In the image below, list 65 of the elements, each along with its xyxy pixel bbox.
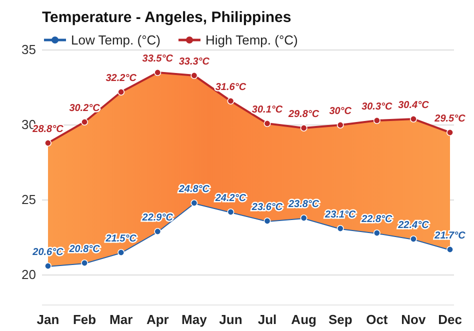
point	[373, 117, 380, 124]
data-label: 30.1°C	[252, 104, 284, 116]
point	[336, 122, 344, 128]
data-label: 30.2°C	[69, 103, 101, 114]
point	[118, 88, 125, 96]
x-tick-label: Feb	[72, 312, 96, 328]
y-tick-label: 35	[22, 42, 36, 58]
data-label: 31.6°C	[215, 82, 247, 93]
point	[154, 69, 162, 76]
data-label: 30.3°C	[362, 102, 394, 112]
y-tick-label: 25	[22, 192, 36, 208]
point	[373, 230, 380, 236]
x-tick-label: Jun	[219, 312, 242, 328]
data-label: 20.6°C	[32, 247, 64, 258]
point	[190, 72, 198, 79]
chart-title: Temperature - Angeles, Philippines	[42, 9, 292, 26]
data-label: 24.8°C	[178, 184, 210, 195]
point	[227, 98, 234, 104]
legend-label: Low Temp. (°C)	[71, 32, 160, 48]
y-tick-label: 20	[22, 267, 36, 282]
x-tick-label: Jul	[258, 312, 277, 328]
x-tick-label: Nov	[401, 312, 426, 328]
point	[264, 218, 271, 224]
point	[264, 120, 271, 127]
point	[118, 249, 125, 256]
data-label: 29.8°C	[287, 109, 320, 120]
data-label: 32.2°C	[106, 73, 138, 84]
x-tick-label: Aug	[291, 312, 317, 328]
x-tick-label: Apr	[146, 312, 169, 328]
data-label: 22.8°C	[360, 214, 394, 225]
point	[81, 260, 88, 266]
point	[410, 236, 417, 242]
data-label: 29.5°C	[434, 114, 466, 124]
point	[81, 118, 88, 126]
x-tick-label: Jan	[36, 312, 60, 328]
point	[227, 208, 234, 216]
x-tick-label: Sep	[328, 312, 352, 328]
point	[336, 225, 344, 232]
legend-label: High Temp. (°C)	[205, 32, 298, 48]
point	[446, 129, 454, 136]
data-label: 33.3°C	[178, 56, 210, 68]
point	[300, 214, 308, 222]
data-label: 23.1°C	[324, 210, 356, 220]
point	[154, 228, 162, 235]
data-label: 20.8°C	[68, 244, 101, 255]
point	[44, 262, 52, 270]
data-label: 21.5°C	[104, 234, 138, 244]
point	[190, 200, 198, 206]
data-label: 33.5°C	[142, 54, 174, 64]
x-tick-label: Dec	[438, 312, 462, 328]
data-label: 23.6°C	[250, 202, 284, 213]
data-label: 23.8°C	[287, 199, 320, 210]
data-label: 21.7°C	[434, 230, 466, 242]
x-tick-label: May	[182, 312, 208, 328]
point	[410, 116, 417, 122]
data-label: 24.2°C	[214, 193, 247, 204]
data-label: 22.4°C	[397, 220, 430, 231]
data-label: 30°C	[329, 106, 352, 117]
point	[446, 246, 454, 253]
data-label: 30.4°C	[398, 100, 430, 111]
x-tick-label: Oct	[366, 312, 388, 328]
x-tick-label: Mar	[110, 312, 133, 328]
data-label: 22.9°C	[141, 212, 174, 224]
point	[44, 140, 52, 146]
point	[300, 124, 308, 132]
